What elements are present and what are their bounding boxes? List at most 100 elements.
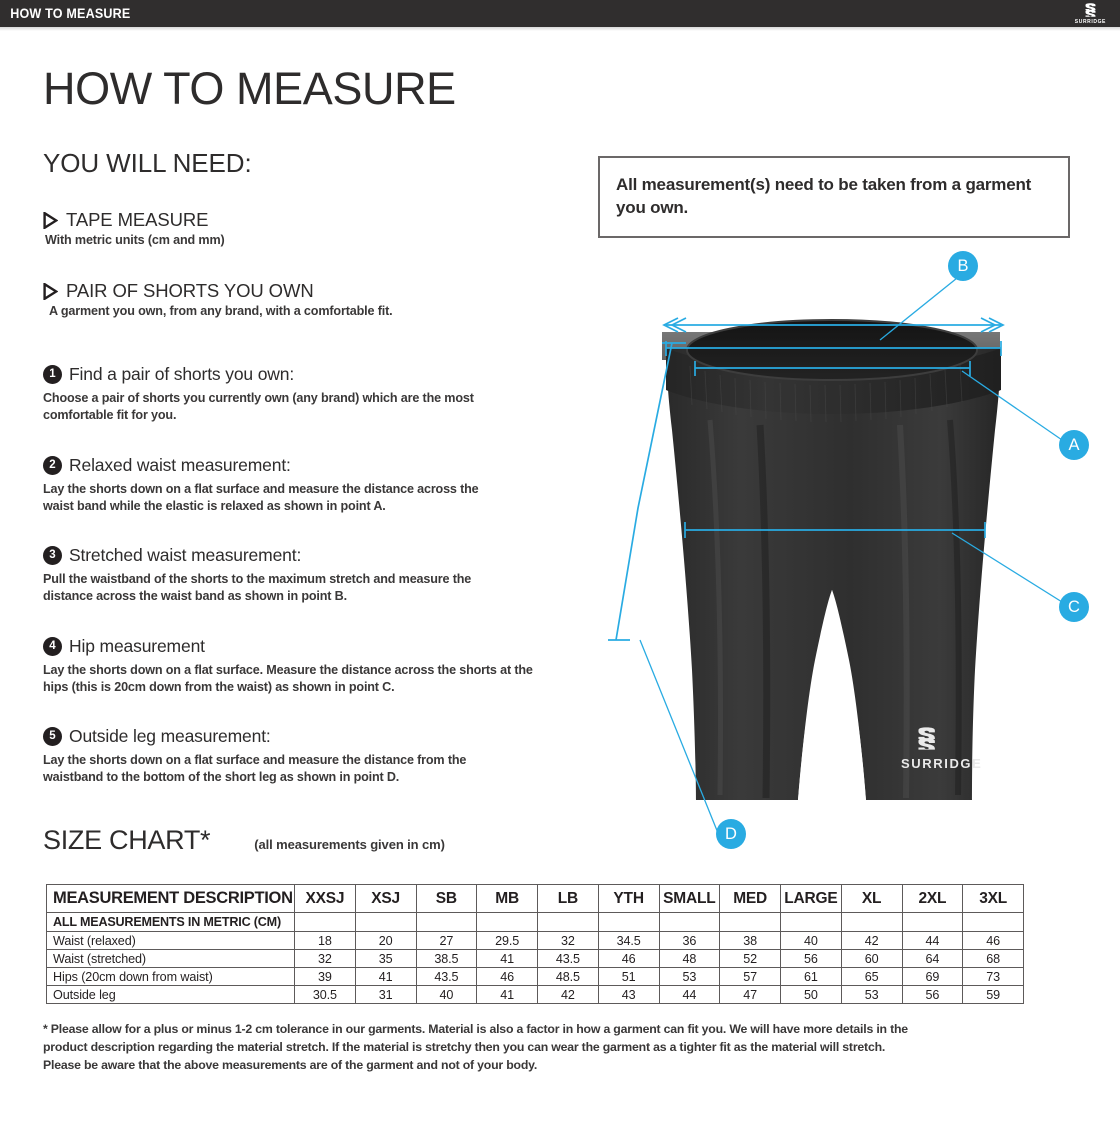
table-cell: 46 [476,967,538,986]
table-cell: 68 [962,949,1024,968]
table-cell: 46 [597,949,660,968]
step-body: Pull the waistband of the shorts to the … [43,572,472,603]
garment-brand-print: SURRIDGE [901,727,982,771]
need-item-title: PAIR OF SHORTS YOU OWN [66,280,314,301]
column-header-size: MED [719,884,781,913]
page-title: HOW TO MEASURE [43,63,456,114]
table-cell: 48.5 [537,967,599,986]
step-number-badge: 3 [43,546,62,565]
step-number-badge: 5 [43,727,62,746]
column-header-size: YTH [597,884,660,913]
marker-b[interactable]: B [948,251,978,281]
brand-logo: SURRIDGE [1075,2,1120,25]
step-title: Stretched waist measurement: [69,545,302,565]
table-cell: 61 [780,967,842,986]
step-5: 5 Outside leg measurement: Lay the short… [43,726,503,786]
table-cell: 47 [719,985,781,1004]
table-cell: 53 [658,967,721,986]
column-header-size: 2XL [901,884,964,913]
top-header-title: HOW TO MEASURE [10,6,131,21]
step-number-badge: 2 [43,456,62,475]
need-item-tape-measure: TAPE MEASURE With metric units (cm and m… [43,209,225,247]
table-cell: 65 [840,967,903,986]
table-cell: 27 [415,931,478,950]
need-item-title: TAPE MEASURE [66,209,209,230]
svg-text:SURRIDGE: SURRIDGE [901,756,982,771]
table-cell: 56 [780,949,842,968]
step-title: Find a pair of shorts you own: [69,364,295,384]
measurement-lines [608,317,1005,641]
table-cell: 69 [901,967,964,986]
table-cell-empty [840,912,903,932]
column-header-size: LB [537,884,599,913]
table-cell: 35 [354,949,417,968]
table-cell: 29.5 [476,931,538,950]
table-cell: 32 [537,931,599,950]
table-cell-empty [597,912,660,932]
table-header-row: MEASUREMENT DESCRIPTION XXSJ XSJ SB MB L… [46,884,1024,913]
triangle-bullet-icon [43,211,58,229]
table-cell: 51 [597,967,660,986]
step-number-badge: 4 [43,637,62,656]
table-cell: 42 [840,931,903,950]
column-header-size: MB [476,884,538,913]
table-cell: 18 [294,931,356,950]
table-cell-empty [294,912,356,932]
column-header-size: LARGE [780,884,842,913]
table-cell-empty [537,912,599,932]
table-cell: 53 [840,985,903,1004]
row-label: Hips (20cm down from waist) [46,967,295,986]
table-cell: 43 [597,985,660,1004]
table-cell: 39 [294,967,356,986]
column-header-size: XXSJ [294,884,356,913]
step-body: Lay the shorts down on a flat surface an… [43,753,467,784]
table-cell: 30.5 [294,985,356,1004]
step-2: 2 Relaxed waist measurement: Lay the sho… [43,455,493,515]
table-cell-empty [415,912,478,932]
triangle-bullet-icon [43,282,58,300]
size-chart-note: (all measurements given in cm) [254,837,445,852]
header-shadow [0,27,1120,31]
step-number-badge: 1 [43,365,62,384]
table-cell: 46 [962,931,1024,950]
table-cell: 34.5 [597,931,660,950]
step-4: 4 Hip measurement Lay the shorts down on… [43,636,543,696]
table-cell: 40 [415,985,478,1004]
column-header-size: XL [840,884,903,913]
table-cell: 41 [476,985,538,1004]
table-cell: 38.5 [415,949,478,968]
table-cell: 20 [354,931,417,950]
row-label: Waist (stretched) [46,949,295,968]
table-row: Waist (stretched) 32 35 38.5 41 43.5 46 … [46,949,1024,968]
marker-d[interactable]: D [716,819,746,849]
table-cell: 38 [719,931,781,950]
column-header-size: SMALL [658,884,721,913]
size-chart-footnote: * Please allow for a plus or minus 1-2 c… [43,1022,908,1072]
shorts-measurement-diagram: SURRIDGE [600,240,1100,860]
garment-body [662,319,1001,800]
step-body: Lay the shorts down on a flat surface. M… [43,663,533,694]
size-chart-title: SIZE CHART* [43,825,211,855]
top-header-bar: HOW TO MEASURE SURRIDGE [0,0,1120,27]
marker-c[interactable]: C [1059,592,1089,622]
table-cell: 59 [962,985,1024,1004]
row-label: Waist (relaxed) [46,931,295,950]
table-cell: 40 [780,931,842,950]
size-chart-heading: SIZE CHART* (all measurements given in c… [43,825,445,856]
step-body: Lay the shorts down on a flat surface an… [43,482,479,513]
callout-box: All measurement(s) need to be taken from… [598,156,1070,238]
table-cell: 57 [719,967,781,986]
table-cell: 36 [658,931,721,950]
table-cell: 41 [354,967,417,986]
table-cell-empty [962,912,1024,932]
step-body: Choose a pair of shorts you currently ow… [43,391,474,422]
step-3: 3 Stretched waist measurement: Pull the … [43,545,518,605]
table-cell: 41 [476,949,538,968]
step-1: 1 Find a pair of shorts you own: Choose … [43,364,513,424]
column-header-size: SB [415,884,478,913]
table-cell: 52 [719,949,781,968]
table-cell: 73 [962,967,1024,986]
marker-a[interactable]: A [1059,430,1089,460]
you-will-need-heading: YOU WILL NEED: [43,148,252,178]
